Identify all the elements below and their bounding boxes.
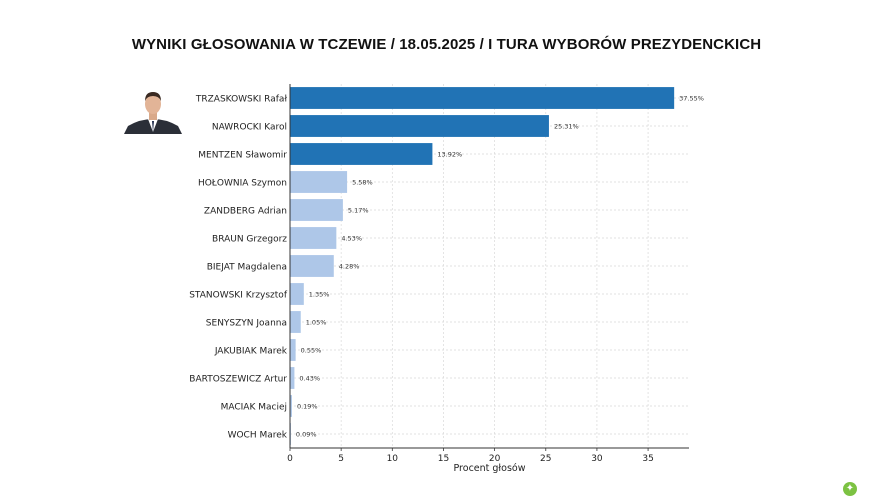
avatar (122, 86, 184, 134)
bar (290, 283, 304, 305)
category-label: HOŁOWNIA Szymon (198, 179, 287, 189)
data-label: 37.55% (679, 95, 704, 103)
x-tick-label: 0 (287, 454, 293, 464)
bar (290, 115, 549, 137)
category-label: BRAUN Grzegorz (212, 235, 287, 245)
category-label: JAKUBIAK Marek (214, 347, 288, 357)
data-label: 0.43% (299, 375, 320, 383)
data-label: 5.58% (352, 179, 373, 187)
x-tick-label: 15 (438, 454, 449, 464)
category-label: ZANDBERG Adrian (204, 207, 287, 217)
category-label: SENYSZYN Joanna (206, 319, 287, 329)
x-axis-label: Procent głosów (454, 463, 526, 474)
bar (290, 311, 301, 333)
data-label: 13.92% (437, 151, 462, 159)
x-tick-label: 30 (591, 454, 603, 464)
bar (290, 395, 292, 417)
category-label: MENTZEN Sławomir (198, 151, 287, 161)
data-label: 0.09% (296, 431, 317, 439)
x-tick-label: 20 (489, 454, 501, 464)
category-label: BIEJAT Magdalena (207, 263, 287, 273)
data-label: 0.55% (301, 347, 322, 355)
category-label: STANOWSKI Krzysztof (189, 291, 288, 301)
data-label: 1.35% (309, 291, 330, 299)
category-label: NAWROCKI Karol (212, 123, 287, 133)
category-label: BARTOSZEWICZ Artur (189, 375, 287, 385)
data-label: 4.28% (339, 263, 360, 271)
x-tick-label: 5 (338, 454, 344, 464)
bar (290, 143, 433, 165)
category-label: WOCH Marek (228, 431, 288, 441)
bar (290, 87, 675, 109)
data-label: 25.31% (554, 123, 579, 131)
data-label: 5.17% (348, 207, 369, 215)
bar (290, 199, 343, 221)
bar (290, 255, 334, 277)
bar (290, 339, 296, 361)
bar (290, 227, 337, 249)
bar (290, 171, 348, 193)
bar (290, 367, 295, 389)
data-label: 0.19% (297, 403, 318, 411)
x-tick-label: 10 (387, 454, 399, 464)
data-label: 1.05% (306, 319, 327, 327)
leaf-logo-icon: ✦ (843, 482, 857, 496)
page-title: WYNIKI GŁOSOWANIA W TCZEWIE / 18.05.2025… (131, 36, 762, 53)
data-label: 4.53% (341, 235, 362, 243)
x-tick-label: 35 (642, 454, 653, 464)
category-label: TRZASKOWSKI Rafał (195, 95, 288, 105)
category-label: MACIAK Maciej (221, 403, 287, 413)
candidate-portrait-icon (122, 86, 184, 134)
x-tick-label: 25 (540, 454, 551, 464)
